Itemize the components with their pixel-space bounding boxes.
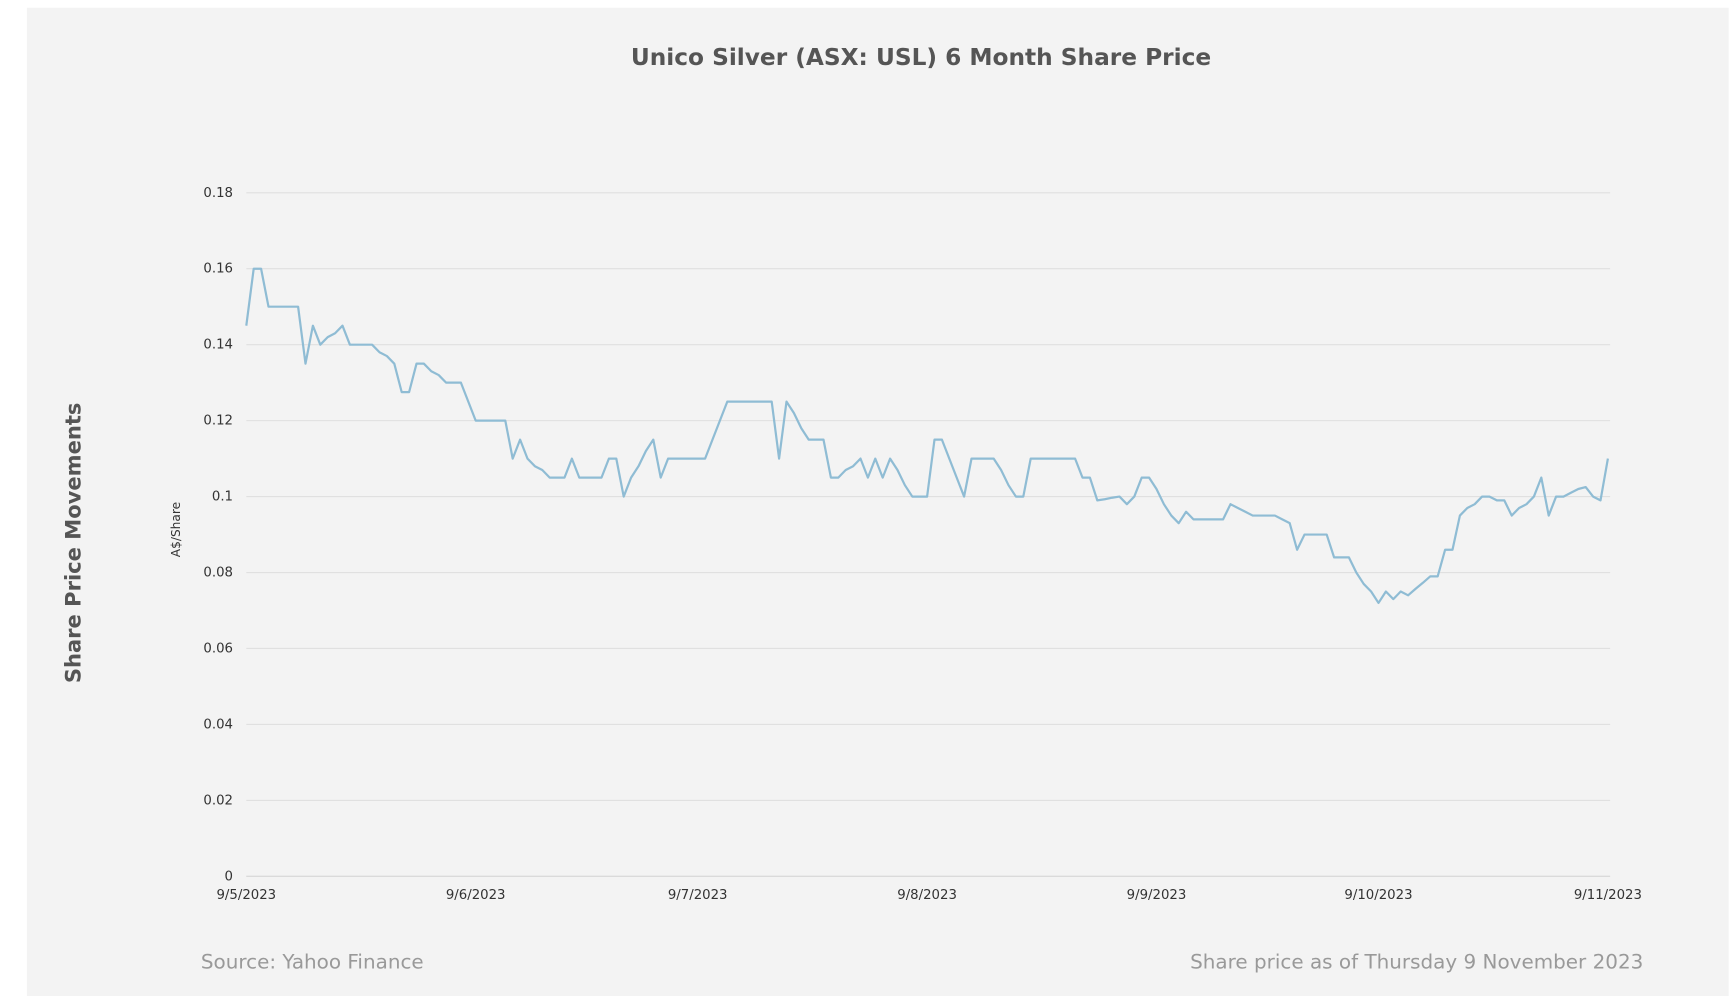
x-tick-label: 9/7/2023 (668, 888, 728, 903)
y-tick-label: 0.08 (203, 566, 233, 581)
x-tick-label: 9/10/2023 (1344, 888, 1412, 903)
y-tick-label: 0.16 (203, 262, 233, 277)
y-tick-label: 0.1 (212, 490, 233, 505)
x-tick-label: 9/6/2023 (446, 888, 506, 903)
y-tick-label: 0.04 (203, 717, 233, 732)
y-tick-label: 0 (225, 869, 233, 884)
y-tick-label: 0.06 (203, 641, 233, 656)
source: Source: Yahoo Finance (201, 949, 424, 973)
x-tick-label: 9/11/2023 (1574, 888, 1642, 903)
note: Share price as of Thursday 9 November 20… (1190, 949, 1643, 973)
panel (26, 7, 1729, 996)
x-tick-label: 9/8/2023 (897, 888, 957, 903)
y-tick-label: 0.14 (203, 338, 233, 353)
side-label: Share Price Movements (61, 403, 86, 684)
y-tick-label: 0.02 (203, 793, 233, 808)
x-tick-label: 9/9/2023 (1127, 888, 1187, 903)
x-tick-label: 9/5/2023 (216, 888, 276, 903)
y-tick-label: 0.12 (203, 414, 233, 429)
y-tick-label: 0.18 (203, 186, 233, 201)
price-line (245, 267, 1609, 605)
chart-title: Unico Silver (ASX: USL) 6 Month Share Pr… (631, 44, 1211, 71)
y-axis-label: A$/Share (169, 502, 183, 557)
